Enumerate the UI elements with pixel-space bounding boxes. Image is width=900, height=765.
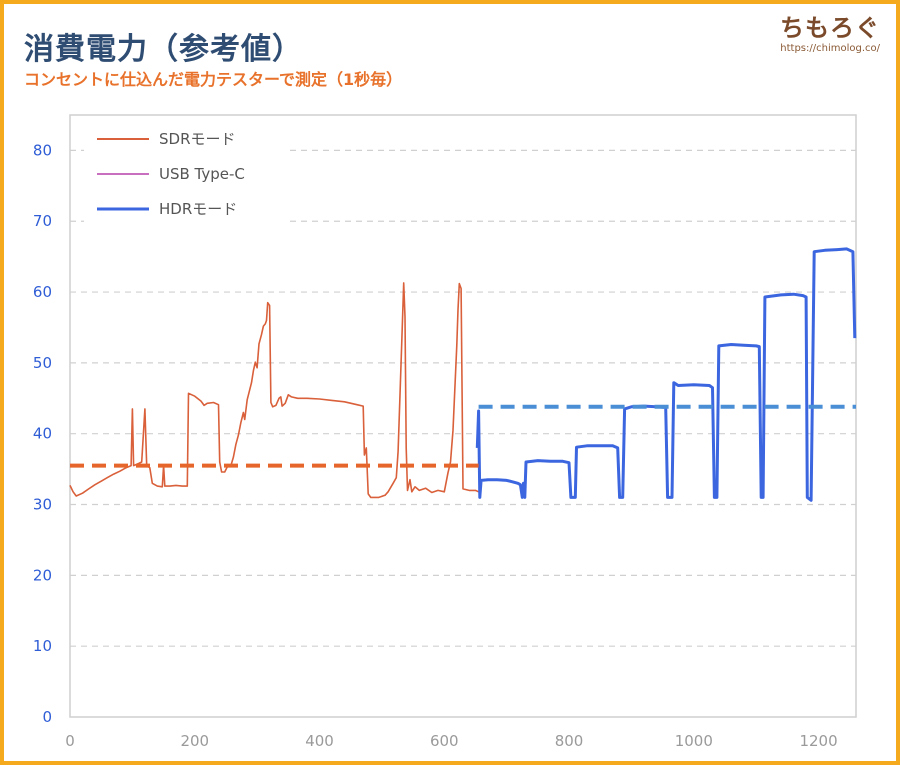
x-tick-label-600: 600 xyxy=(430,732,459,750)
y-tick-label-70: 70 xyxy=(33,212,52,230)
brand-logo: ちもろぐ https://chimolog.co/ xyxy=(780,8,880,54)
y-tick-label-0: 0 xyxy=(42,708,52,726)
legend-label-usb: USB Type-C xyxy=(159,165,245,183)
x-tick-label-0: 0 xyxy=(65,732,75,750)
y-tick-label-20: 20 xyxy=(33,566,52,584)
y-axis-ticks: 0 10 20 30 40 50 60 70 80 xyxy=(33,141,52,726)
x-tick-label-1000: 1000 xyxy=(675,732,713,750)
average-lines xyxy=(70,404,856,468)
x-tick-label-200: 200 xyxy=(180,732,209,750)
y-tick-label-80: 80 xyxy=(33,141,52,159)
y-tick-label-50: 50 xyxy=(33,354,52,372)
y-tick-label-30: 30 xyxy=(33,496,52,514)
chart-subtitle: コンセントに仕込んだ電力テスターで測定（1秒毎） xyxy=(24,70,403,89)
legend: SDRモード USB Type-C HDRモード xyxy=(84,123,290,227)
x-tick-label-1200: 1200 xyxy=(799,732,837,750)
chart-title: 消費電力（参考値） xyxy=(24,32,303,67)
x-tick-label-800: 800 xyxy=(555,732,584,750)
y-tick-label-10: 10 xyxy=(33,637,52,655)
brand-logo-text: ちもろぐ xyxy=(780,14,880,42)
series-line-sdr xyxy=(69,282,479,499)
x-axis-ticks: 0 200 400 600 800 1000 1200 xyxy=(65,732,837,750)
x-tick-label-400: 400 xyxy=(305,732,334,750)
legend-label-hdr: HDRモード xyxy=(159,200,237,218)
brand-url: https://chimolog.co/ xyxy=(780,43,880,54)
legend-label-sdr: SDRモード xyxy=(159,130,236,148)
grid-lines xyxy=(70,149,856,647)
y-tick-label-40: 40 xyxy=(33,425,52,443)
y-tick-label-60: 60 xyxy=(33,283,52,301)
